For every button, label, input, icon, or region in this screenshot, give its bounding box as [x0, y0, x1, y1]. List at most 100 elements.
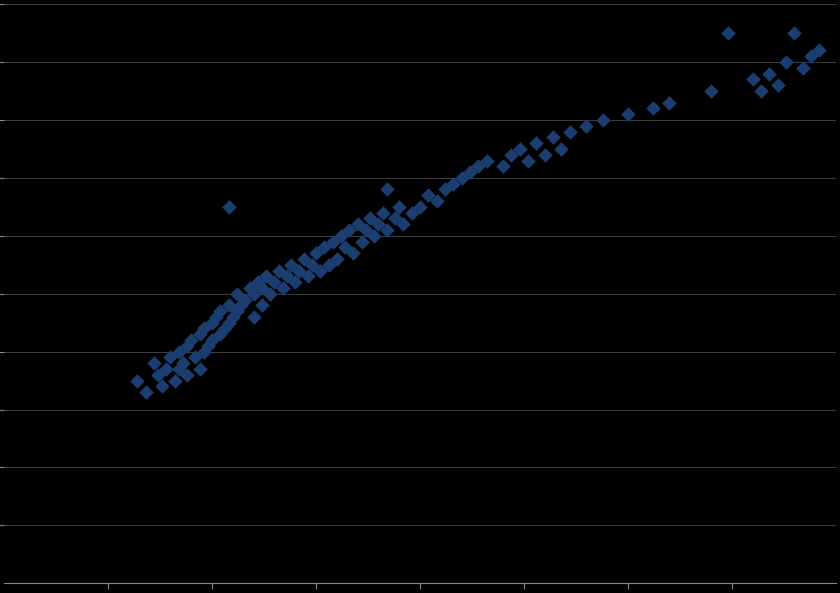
- Point: [318, 243, 331, 252]
- Point: [247, 289, 260, 298]
- Point: [297, 254, 310, 264]
- Point: [193, 330, 207, 339]
- Point: [351, 219, 365, 229]
- Point: [172, 347, 186, 356]
- Point: [326, 237, 339, 246]
- Point: [281, 272, 294, 281]
- Point: [513, 144, 527, 154]
- Point: [255, 301, 269, 310]
- Point: [392, 202, 406, 212]
- Point: [234, 301, 248, 310]
- Point: [292, 266, 306, 275]
- Point: [218, 324, 231, 333]
- Point: [176, 359, 190, 368]
- Point: [189, 353, 202, 362]
- Point: [151, 370, 165, 380]
- Point: [396, 219, 410, 229]
- Point: [580, 121, 593, 130]
- Point: [172, 364, 186, 374]
- Point: [496, 161, 510, 171]
- Point: [272, 266, 286, 275]
- Point: [155, 382, 169, 391]
- Point: [546, 133, 559, 142]
- Point: [812, 46, 826, 55]
- Point: [538, 150, 552, 160]
- Point: [197, 324, 211, 333]
- Point: [147, 359, 160, 368]
- Point: [230, 289, 244, 298]
- Point: [554, 144, 568, 154]
- Point: [563, 127, 576, 136]
- Point: [285, 260, 298, 269]
- Point: [721, 28, 734, 38]
- Point: [160, 364, 173, 374]
- Point: [343, 225, 356, 235]
- Point: [255, 283, 269, 293]
- Point: [181, 341, 194, 350]
- Point: [209, 312, 223, 321]
- Point: [313, 266, 327, 275]
- Point: [522, 156, 535, 165]
- Point: [646, 104, 659, 113]
- Point: [239, 295, 252, 304]
- Point: [405, 208, 418, 218]
- Point: [596, 115, 610, 125]
- Point: [193, 364, 207, 374]
- Point: [705, 87, 718, 96]
- Point: [788, 28, 801, 38]
- Point: [268, 278, 281, 287]
- Point: [364, 213, 377, 223]
- Point: [230, 307, 244, 316]
- Point: [754, 87, 768, 96]
- Point: [251, 278, 265, 287]
- Point: [264, 289, 277, 298]
- Point: [388, 213, 402, 223]
- Point: [422, 190, 435, 200]
- Point: [455, 173, 469, 183]
- Point: [213, 307, 227, 316]
- Point: [447, 179, 460, 189]
- Point: [530, 138, 543, 148]
- Point: [222, 301, 235, 310]
- Point: [222, 318, 235, 327]
- Point: [371, 219, 385, 229]
- Point: [330, 254, 344, 264]
- Point: [480, 156, 493, 165]
- Point: [205, 335, 218, 345]
- Point: [222, 202, 235, 212]
- Point: [380, 185, 393, 195]
- Point: [339, 243, 352, 252]
- Point: [305, 260, 318, 269]
- Point: [622, 110, 635, 119]
- Point: [309, 248, 323, 258]
- Point: [139, 387, 152, 397]
- Point: [380, 225, 393, 235]
- Point: [505, 150, 518, 160]
- Point: [276, 283, 290, 293]
- Point: [780, 58, 793, 67]
- Point: [260, 272, 273, 281]
- Point: [804, 52, 817, 61]
- Point: [130, 376, 144, 385]
- Point: [226, 312, 239, 321]
- Point: [202, 341, 215, 350]
- Point: [185, 335, 198, 345]
- Point: [771, 81, 785, 90]
- Point: [795, 63, 809, 72]
- Point: [438, 185, 452, 195]
- Point: [746, 75, 759, 84]
- Point: [375, 208, 389, 218]
- Point: [213, 330, 227, 339]
- Point: [168, 376, 181, 385]
- Point: [763, 69, 776, 78]
- Point: [301, 272, 314, 281]
- Point: [322, 260, 335, 269]
- Point: [471, 161, 485, 171]
- Point: [663, 98, 676, 107]
- Point: [413, 202, 427, 212]
- Point: [205, 318, 218, 327]
- Point: [355, 237, 369, 246]
- Point: [463, 167, 476, 177]
- Point: [347, 248, 360, 258]
- Point: [430, 196, 444, 206]
